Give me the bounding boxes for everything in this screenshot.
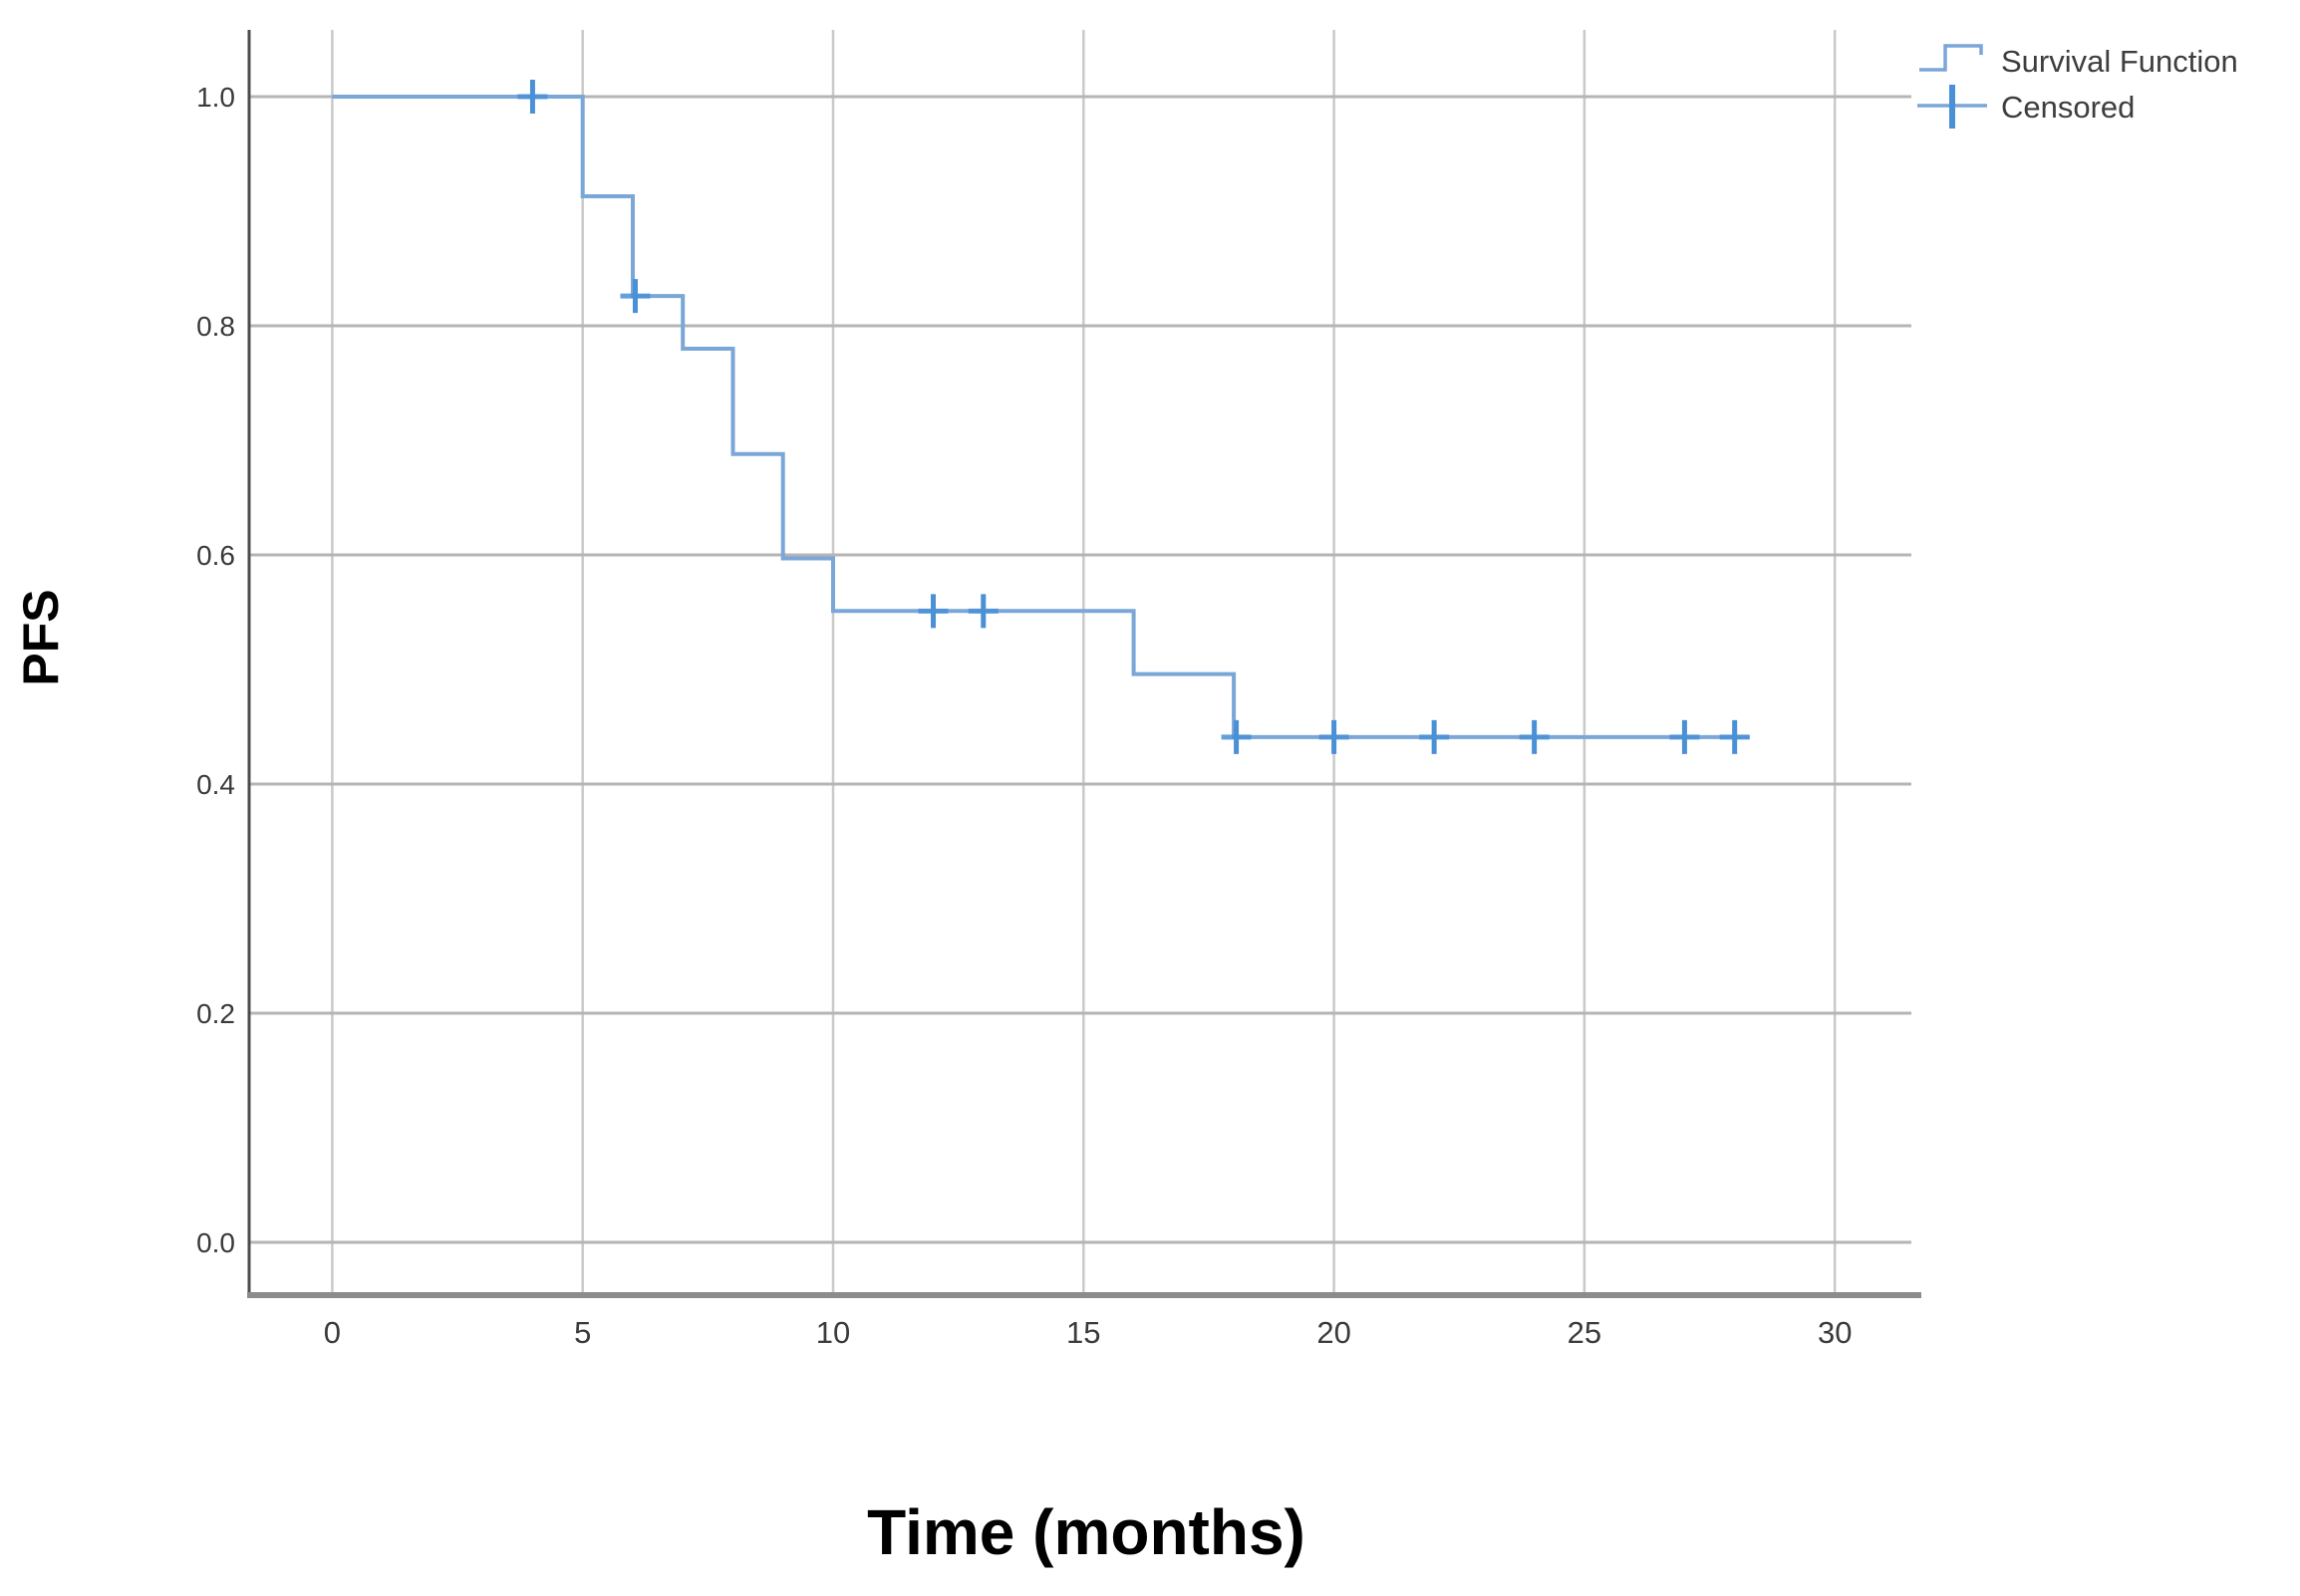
x-axis-title: Time (months): [867, 1496, 1305, 1568]
axes-layer: [247, 30, 1921, 1298]
legend-survival-step-icon: [1919, 44, 1983, 72]
y-tick-label-0.8: 0.8: [196, 311, 235, 342]
gridlines-layer: [249, 30, 1911, 1295]
y-tick-label-0.2: 0.2: [196, 998, 235, 1029]
x-tick-label-5: 5: [574, 1315, 591, 1350]
x-tick-label-0: 0: [324, 1315, 341, 1350]
legend-censored-label: Censored: [2001, 90, 2135, 125]
y-axis-title: PFS: [13, 589, 69, 685]
x-tick-label-30: 30: [1818, 1315, 1852, 1350]
survival-curve-layer: [332, 95, 1750, 739]
censor-marks-layer: [517, 80, 1750, 754]
x-tick-label-15: 15: [1066, 1315, 1100, 1350]
y-tick-label-0.4: 0.4: [196, 769, 235, 800]
y-tick-label-0.0: 0.0: [196, 1227, 235, 1258]
x-tick-label-10: 10: [816, 1315, 850, 1350]
legend: Survival Function Censored: [1917, 44, 2238, 129]
survival-step-line: [332, 95, 1750, 739]
legend-survival-function-label: Survival Function: [2001, 44, 2238, 79]
y-tick-label-0.6: 0.6: [196, 540, 235, 571]
tick-labels-layer: 0 5 10 15 20 25 30 0.0 0.2 0.4 0.6 0.8 1.0: [196, 82, 1852, 1350]
y-tick-label-1.0: 1.0: [196, 82, 235, 113]
x-tick-label-25: 25: [1568, 1315, 1601, 1350]
x-tick-label-20: 20: [1316, 1315, 1350, 1350]
